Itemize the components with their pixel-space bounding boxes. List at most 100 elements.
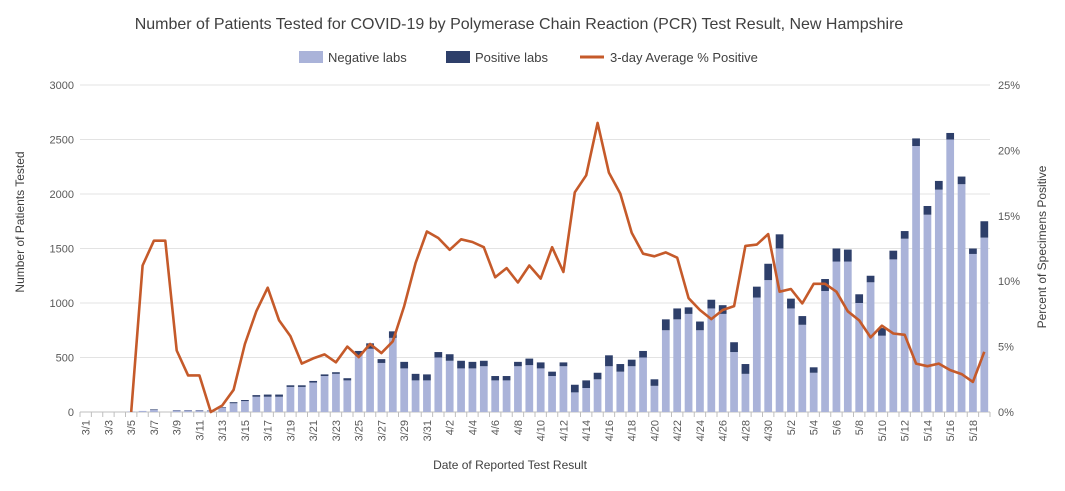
bar-positive-5/19: [980, 221, 988, 237]
x-tick-label: 4/8: [513, 420, 525, 435]
x-tick-label: 5/16: [945, 420, 957, 441]
bar-negative-3/26: [366, 349, 374, 412]
bar-negative-4/9: [525, 365, 533, 412]
x-tick-label: 4/28: [740, 420, 752, 441]
bar-positive-4/3: [457, 361, 465, 369]
bar-negative-4/13: [571, 392, 579, 412]
bar-negative-5/18: [969, 254, 977, 412]
bar-positive-4/17: [616, 364, 624, 372]
x-tick-label: 3/13: [217, 420, 229, 441]
bar-positive-5/16: [946, 133, 954, 140]
bar-positive-3/31: [423, 374, 431, 380]
bar-negative-4/17: [616, 372, 624, 412]
bar-negative-5/13: [912, 146, 920, 412]
y-tick-label-left: 500: [56, 353, 74, 365]
x-tick-label: 3/23: [331, 420, 343, 441]
x-tick-label: 3/7: [149, 420, 161, 435]
x-axis-title: Date of Reported Test Result: [433, 458, 588, 472]
x-tick-label: 4/12: [558, 420, 570, 441]
y-tick-label-right: 10%: [998, 276, 1020, 288]
bar-negative-4/14: [582, 388, 590, 412]
bar-negative-3/17: [264, 397, 272, 412]
x-tick-label: 5/2: [786, 420, 798, 435]
bar-negative-3/24: [343, 380, 351, 412]
bar-negative-4/27: [730, 352, 738, 412]
y-tick-label-right: 20%: [998, 145, 1020, 157]
bar-positive-5/18: [969, 249, 977, 254]
chart-title: Number of Patients Tested for COVID-19 b…: [135, 16, 904, 33]
bar-positive-4/10: [537, 362, 545, 368]
bar-negative-4/21: [662, 330, 670, 412]
bar-negative-3/10: [184, 410, 192, 412]
x-tick-label: 4/24: [695, 420, 707, 441]
legend-swatch-positive: [446, 51, 470, 63]
bar-negative-5/5: [821, 291, 829, 412]
x-tick-label: 3/27: [376, 420, 388, 441]
bar-negative-5/6: [833, 262, 841, 412]
bar-positive-3/18: [275, 395, 283, 397]
bar-negative-5/7: [844, 262, 852, 412]
bar-negative-3/18: [275, 397, 283, 412]
legend-label-positive: Positive labs: [475, 50, 548, 65]
x-tick-label: 3/29: [399, 420, 411, 441]
x-tick-label: 3/1: [81, 420, 93, 435]
bar-negative-5/2: [787, 308, 795, 412]
x-tick-label: 3/11: [194, 420, 206, 441]
y-tick-label-right: 0%: [998, 407, 1014, 419]
legend-label-positive-pct: 3-day Average % Positive: [610, 50, 758, 65]
x-tick-label: 5/18: [968, 420, 980, 441]
bar-positive-3/24: [343, 378, 351, 380]
bar-negative-5/14: [924, 215, 932, 412]
bar-positive-4/28: [742, 364, 750, 374]
bar-positive-5/8: [855, 294, 863, 303]
bar-negative-4/5: [480, 366, 488, 412]
bar-negative-4/20: [651, 386, 659, 412]
bar-negative-4/16: [605, 366, 613, 412]
bar-positive-5/15: [935, 181, 943, 190]
bar-positive-4/21: [662, 319, 670, 330]
bar-positive-3/21: [309, 381, 317, 383]
bar-positive-3/27: [378, 359, 386, 363]
bar-positive-3/15: [241, 400, 249, 401]
bar-negative-3/22: [321, 376, 329, 412]
bar-negative-5/15: [935, 190, 943, 412]
bar-negative-3/7: [150, 410, 158, 412]
x-tick-label: 3/25: [354, 420, 366, 441]
bar-negative-3/9: [173, 410, 181, 412]
bar-positive-4/22: [673, 308, 681, 319]
x-tick-label: 4/4: [467, 420, 479, 435]
y-tick-label-left: 2500: [50, 135, 74, 147]
bar-negative-3/29: [400, 368, 408, 412]
bar-positive-4/25: [707, 300, 715, 309]
bar-negative-5/11: [889, 259, 897, 412]
legend: Negative labs Positive labs 3-day Averag…: [299, 50, 758, 65]
x-tick-label: 4/22: [672, 420, 684, 441]
bar-positive-3/23: [332, 372, 340, 374]
bar-positive-4/20: [651, 379, 659, 386]
bar-positive-4/5: [480, 361, 488, 366]
bar-negative-3/19: [287, 387, 295, 412]
bar-positive-4/12: [560, 362, 568, 366]
bar-negative-3/20: [298, 387, 306, 412]
bar-positive-5/6: [833, 249, 841, 262]
bar-positive-3/30: [412, 374, 420, 381]
bar-positive-3/17: [264, 395, 272, 397]
bar-positive-5/11: [889, 251, 897, 260]
bar-positive-3/14: [230, 402, 238, 403]
bar-positive-5/12: [901, 231, 909, 239]
bar-negative-3/15: [241, 401, 249, 412]
bar-positive-4/30: [764, 264, 772, 280]
bar-negative-4/7: [503, 380, 511, 412]
x-tick-label: 4/30: [763, 420, 775, 441]
bar-positive-4/11: [548, 372, 556, 376]
bar-positive-5/3: [798, 316, 806, 325]
x-tick-label: 3/19: [285, 420, 297, 441]
bar-negative-4/24: [696, 330, 704, 412]
x-tick-label: 3/5: [126, 420, 138, 435]
bar-positive-5/7: [844, 250, 852, 262]
bar-negative-3/25: [355, 355, 363, 412]
x-tick-label: 4/10: [536, 420, 548, 441]
bar-negative-4/18: [628, 366, 636, 412]
